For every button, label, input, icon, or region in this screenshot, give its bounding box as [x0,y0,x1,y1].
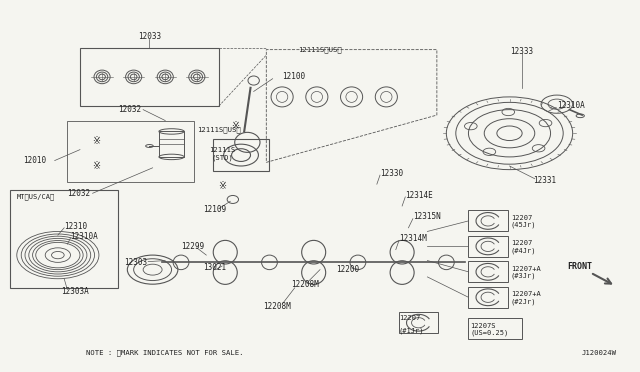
Text: 12314M: 12314M [399,234,427,243]
Bar [399,312,438,333]
Text: ※: ※ [92,161,100,171]
Text: MT〈US/CA〉: MT〈US/CA〉 [17,193,55,200]
Bar [67,121,194,182]
Text: 12303: 12303 [124,258,147,267]
Text: (#3Jr): (#3Jr) [511,273,536,279]
Text: 12333: 12333 [511,47,534,56]
Text: 12207: 12207 [511,240,532,246]
Text: 12207: 12207 [511,215,532,221]
Text: 12100: 12100 [282,73,305,81]
Text: 12010: 12010 [23,156,46,165]
Text: (#2Jr): (#2Jr) [511,298,536,305]
Text: 12032: 12032 [67,189,90,198]
Text: 12207: 12207 [399,315,420,321]
Bar [468,261,508,282]
Text: 12310: 12310 [64,221,87,231]
Bar [468,236,508,257]
Text: NOTE : ※MARK INDICATES NOT FOR SALE.: NOTE : ※MARK INDICATES NOT FOR SALE. [86,349,244,356]
Text: 12310A: 12310A [557,102,585,110]
Text: 12208M: 12208M [292,280,319,289]
Text: 12330: 12330 [380,169,403,178]
Text: 12207+A: 12207+A [511,291,541,297]
Text: 12303A: 12303A [61,287,89,296]
Text: ※: ※ [92,135,100,145]
Text: (STD): (STD) [211,154,233,161]
Text: (45Jr): (45Jr) [511,222,536,228]
Bar [212,139,269,171]
Text: (#1Jr): (#1Jr) [399,327,424,334]
Text: (US=0.25): (US=0.25) [470,330,509,336]
Text: 13021: 13021 [203,263,227,272]
Bar [10,190,118,288]
Text: ※: ※ [218,181,226,191]
Bar [468,210,508,231]
Text: (#4Jr): (#4Jr) [511,247,536,254]
Bar [80,48,219,106]
Text: 12109: 12109 [203,205,227,214]
Text: 12315N: 12315N [413,212,440,221]
Text: 12299: 12299 [181,241,204,250]
Text: 12207+A: 12207+A [511,266,541,272]
Text: 12111S: 12111S [209,147,236,153]
Text: FRONT: FRONT [568,262,593,271]
Text: 12111S〈US〉: 12111S〈US〉 [298,46,342,53]
Text: 12032: 12032 [118,105,141,114]
Text: 12111S〈US〉: 12111S〈US〉 [197,126,241,133]
Text: 12331: 12331 [534,176,557,185]
Text: 12033: 12033 [138,32,161,41]
Text: 12208M: 12208M [263,302,291,311]
Bar [159,131,184,157]
Bar [468,318,522,340]
Text: ※: ※ [230,121,239,131]
Text: 12207S: 12207S [470,323,496,328]
Text: 12310A: 12310A [70,232,99,241]
Text: 12200: 12200 [336,265,359,274]
Bar [468,287,508,308]
Text: 12314E: 12314E [405,190,433,200]
Text: J120024W: J120024W [582,350,617,356]
